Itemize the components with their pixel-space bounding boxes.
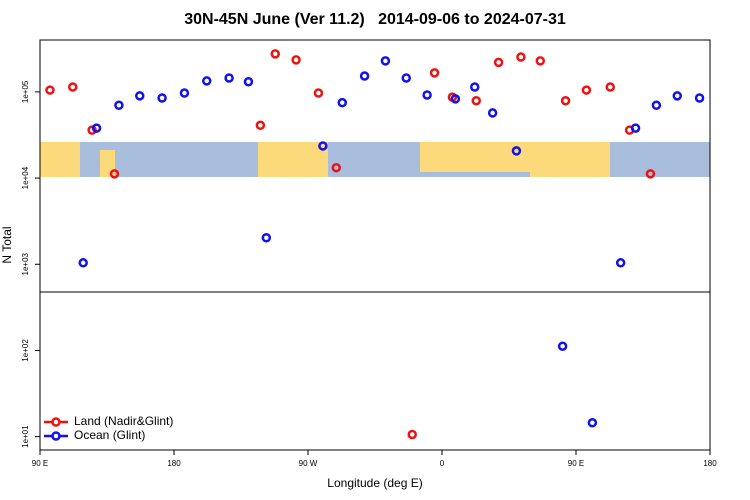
point [109,169,120,179]
point [557,341,568,351]
legend-swatch [51,431,61,441]
map-strip [40,142,710,177]
point [91,123,102,133]
point [202,76,212,86]
point [261,233,272,243]
point [450,94,461,104]
point [535,56,546,66]
legend-label: Land (Nadir&Glint) [74,414,173,428]
point [651,100,662,110]
point [516,52,526,62]
point [359,71,370,81]
point [511,146,522,156]
point [380,56,391,66]
point [422,90,432,100]
point [615,258,626,268]
legend-label: Ocean (Glint) [74,428,145,442]
point [337,97,347,108]
x-tick-label: 180 [167,459,181,468]
point [291,55,301,65]
x-tick-label: 0 [440,459,445,468]
point [224,73,234,83]
point [114,100,124,110]
point [45,85,55,95]
point [270,49,280,59]
x-tick-label: 90 E [32,459,48,468]
x-axis-label: Longitude (deg E) [327,476,422,490]
point [313,88,324,98]
x-tick-label: 90 E [568,459,584,468]
point [493,57,504,68]
x-tick-label: 180 [703,459,717,468]
point [68,82,78,92]
point [429,68,440,78]
point [78,258,88,268]
y-tick-label: 1e+01 [21,425,30,448]
point [135,91,145,101]
point [672,91,682,101]
y-tick-label: 1e+05 [21,80,30,103]
point [243,77,254,87]
y-tick-label: 1e+02 [21,339,30,362]
point [560,95,571,106]
y-axis-label: N Total [0,226,14,263]
y-tick-label: 1e+03 [21,252,30,275]
point [645,169,656,179]
point [471,95,481,106]
y-tick-label: 1e+04 [21,166,30,189]
point [587,417,598,428]
point [630,123,641,133]
x-tick-label: 90 W [299,459,318,468]
point [470,82,480,92]
point [401,73,412,83]
point [318,141,328,151]
point [331,162,342,173]
point [487,108,498,118]
chart-title: 30N-45N June (Ver 11.2) 2014-09-06 to 20… [184,11,566,28]
point [157,93,167,103]
point [605,82,615,92]
point [581,85,592,95]
legend-swatch [51,417,61,427]
point [255,120,266,131]
point [179,88,190,98]
point [407,429,417,440]
plot-frame [39,39,711,451]
point [694,93,705,103]
